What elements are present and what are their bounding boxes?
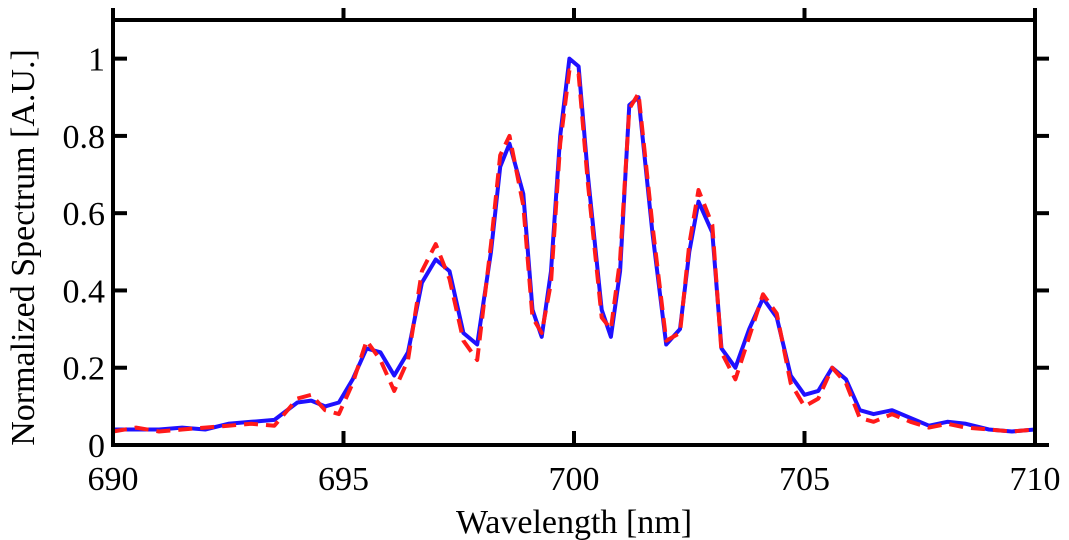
- y-tick-label: 0.6: [63, 196, 106, 233]
- x-tick-label: 690: [88, 461, 139, 498]
- x-tick-label: 710: [1010, 461, 1061, 498]
- y-axis-label: Normalized Spectrum [A.U.]: [5, 49, 42, 446]
- y-tick-label: 1: [88, 42, 105, 79]
- x-tick-label: 695: [318, 461, 369, 498]
- series-line-reconstructed: [112, 68, 1036, 434]
- x-axis-label: Wavelength [nm]: [456, 504, 692, 540]
- x-tick-label: 705: [779, 461, 830, 498]
- y-tick-label: 0: [88, 428, 105, 465]
- y-tick-label: 0.8: [63, 119, 106, 156]
- plot-frame: [111, 18, 1037, 447]
- series-line-measured: [113, 56, 1036, 434]
- series-lines: [112, 56, 1036, 434]
- y-tick-label: 0.4: [63, 273, 106, 310]
- x-tick-label: 700: [549, 461, 600, 498]
- y-tick-label: 0.2: [63, 351, 106, 388]
- axes: 690 695 700 705 710 0 0.2 0.4 0.6 0.8 1: [63, 8, 1061, 498]
